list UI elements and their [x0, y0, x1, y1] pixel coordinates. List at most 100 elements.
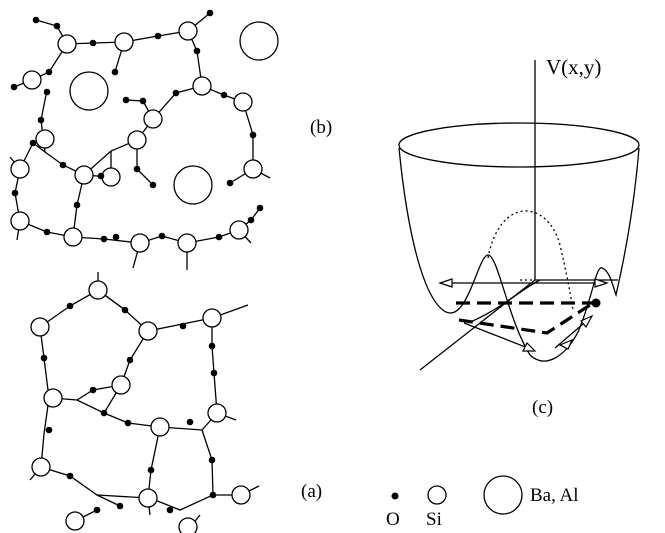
- si-atom: [10, 211, 30, 231]
- arrowhead-down: [522, 341, 537, 352]
- legend-oxygen-label: O: [386, 509, 400, 530]
- o-atom: [32, 16, 40, 24]
- o-atom: [139, 97, 147, 105]
- si-atom: [74, 165, 94, 185]
- si-atom: [63, 227, 83, 247]
- o-atom: [179, 322, 187, 330]
- o-atom: [112, 233, 120, 241]
- network-b-silicon-atoms: [10, 21, 263, 253]
- legend-silicon-label: Si: [426, 509, 442, 530]
- o-atom: [89, 386, 97, 394]
- ba-al-ion: [239, 21, 279, 61]
- si-atom: [243, 159, 263, 179]
- o-atom: [158, 232, 166, 240]
- o-atom: [210, 369, 218, 377]
- si-atom: [233, 92, 253, 112]
- arrowhead-left: [438, 278, 453, 288]
- y-axis: [419, 279, 536, 371]
- si-atom: [114, 32, 134, 52]
- si-atom: [178, 21, 198, 41]
- o-atom: [89, 39, 97, 47]
- arrowhead-small: [558, 338, 574, 350]
- si-atom: [31, 457, 51, 477]
- legend-oxygen-symbol: [391, 492, 399, 500]
- o-atom: [116, 502, 124, 510]
- o-atom: [100, 235, 108, 243]
- o-atom: [247, 216, 255, 224]
- legend-silicon-symbol: [427, 485, 447, 505]
- network-b: [9, 9, 279, 270]
- panel-label-b: (b): [310, 117, 332, 138]
- si-atom: [202, 308, 222, 328]
- o-atom: [66, 302, 74, 310]
- o-atom: [124, 419, 132, 427]
- o-atom: [37, 116, 45, 124]
- si-atom: [143, 109, 163, 129]
- o-atom: [111, 68, 119, 76]
- o-atom: [154, 32, 162, 40]
- si-atom: [178, 517, 198, 533]
- o-atom: [93, 506, 101, 514]
- si-atom: [138, 488, 158, 508]
- o-atom: [133, 165, 141, 173]
- network-a: [29, 272, 260, 533]
- potential-bowl: [398, 147, 640, 362]
- o-atom: [122, 96, 130, 104]
- network-b-oxygen-atoms: [10, 9, 264, 243]
- o-atom: [10, 83, 18, 91]
- o-atom: [166, 506, 174, 514]
- o-atom: [45, 426, 53, 434]
- si-atom: [101, 167, 121, 187]
- o-atom: [209, 491, 217, 499]
- si-atom: [150, 417, 170, 437]
- network-b-cations: [69, 21, 279, 205]
- network-a-silicon-atoms: [30, 280, 251, 533]
- si-atom: [35, 129, 55, 149]
- si-atom: [177, 233, 197, 253]
- arrowhead-up: [580, 314, 594, 329]
- potential-rim: [398, 122, 640, 168]
- o-atom: [53, 22, 61, 30]
- si-atom: [138, 321, 158, 341]
- o-atom: [73, 201, 81, 209]
- si-atom: [130, 233, 150, 253]
- si-atom: [30, 317, 50, 337]
- o-atom: [206, 9, 214, 17]
- si-atom: [57, 34, 77, 54]
- particle-dot: [591, 298, 601, 308]
- o-atom: [43, 228, 51, 236]
- legend: O Si Ba, Al: [386, 475, 579, 530]
- si-atom: [127, 130, 147, 150]
- o-atom: [208, 342, 216, 350]
- arrowhead-right: [594, 278, 609, 288]
- o-atom: [40, 354, 48, 362]
- o-atom: [256, 204, 264, 212]
- o-atom: [29, 139, 37, 147]
- o-atom: [66, 472, 74, 480]
- panel-label-a: (a): [301, 481, 322, 502]
- o-atom: [126, 356, 134, 364]
- si-atom: [229, 220, 249, 240]
- o-atom: [147, 466, 155, 474]
- o-atom: [100, 409, 108, 417]
- potential-label: V(x,y): [546, 55, 601, 79]
- si-atom: [43, 388, 63, 408]
- dotted-barrier: [487, 210, 574, 311]
- o-atom: [220, 91, 228, 99]
- o-atom: [193, 47, 201, 55]
- o-atom: [149, 181, 157, 189]
- o-atom: [186, 418, 194, 426]
- o-atom: [43, 88, 51, 96]
- o-atom: [45, 68, 53, 76]
- o-atom: [215, 233, 223, 241]
- diagonal-arrow-1: [463, 322, 534, 351]
- si-atom: [111, 375, 131, 395]
- ba-al-ion: [69, 71, 109, 111]
- ba-al-ion: [173, 165, 213, 205]
- o-atom: [11, 189, 19, 197]
- si-atom: [207, 403, 227, 423]
- si-atom: [65, 511, 85, 531]
- o-atom: [59, 161, 67, 169]
- si-atom: [231, 485, 251, 505]
